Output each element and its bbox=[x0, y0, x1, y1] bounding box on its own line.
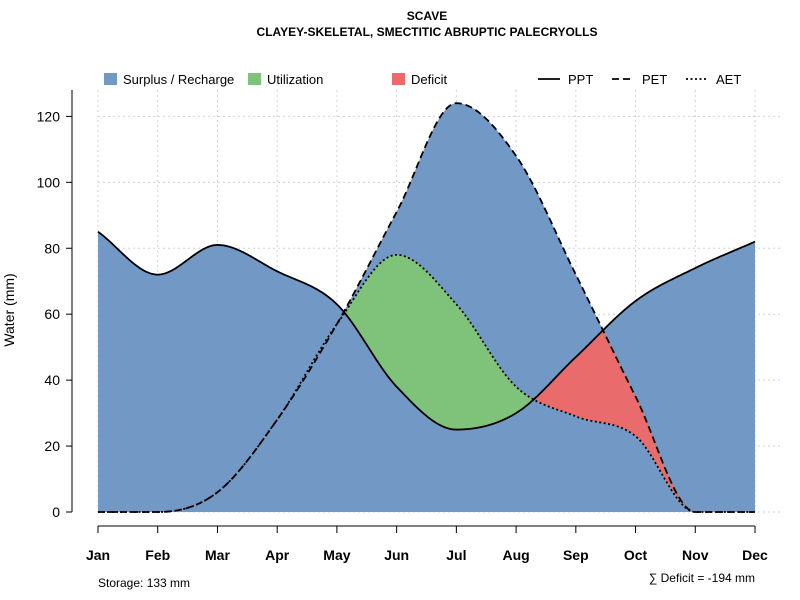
x-tick-label: Dec bbox=[742, 547, 768, 563]
legend-item-aet: AET bbox=[686, 72, 741, 87]
storage-note: Storage: 133 mm bbox=[98, 576, 190, 590]
x-tick-label: Nov bbox=[682, 547, 709, 563]
legend-swatch bbox=[104, 73, 117, 85]
legend-label: Utilization bbox=[267, 72, 323, 87]
y-tick-label: 0 bbox=[52, 504, 60, 520]
series-line-aet bbox=[98, 253, 755, 513]
legend-swatch bbox=[392, 73, 405, 85]
y-axis-label: Water (mm) bbox=[1, 273, 17, 346]
y-tick-label: 120 bbox=[37, 108, 61, 124]
deficit-note: ∑ Deficit = -194 mm bbox=[649, 571, 755, 585]
x-tick-label: Jan bbox=[86, 547, 110, 563]
legend-item-utilization: Utilization bbox=[248, 72, 323, 87]
legend-item-deficit: Deficit bbox=[392, 72, 448, 87]
x-tick-label: May bbox=[323, 547, 350, 563]
line-layer bbox=[97, 102, 756, 513]
x-tick-label: Apr bbox=[265, 547, 290, 563]
series-line-ppt bbox=[97, 231, 756, 431]
surplus-low-area bbox=[98, 313, 755, 512]
x-tick-label: Oct bbox=[624, 547, 648, 563]
x-tick-label: Feb bbox=[145, 547, 170, 563]
legend-label: Deficit bbox=[411, 72, 448, 87]
y-tick-label: 60 bbox=[44, 306, 60, 322]
series-line-pet bbox=[98, 102, 755, 513]
axes-layer: 0 20 40 60 80 100 120 Jan Feb Mar Apr May Jun Jul Aug S… bbox=[37, 90, 768, 563]
chart-subtitle: CLAYEY-SKELETAL, SMECTITIC ABRUPTIC PALE… bbox=[257, 25, 598, 39]
y-tick-label: 100 bbox=[37, 174, 61, 190]
legend-item-surplus-recharge: Surplus / Recharge bbox=[104, 72, 234, 87]
legend-swatch bbox=[248, 73, 261, 85]
x-tick-label: Mar bbox=[205, 547, 230, 563]
legend-item-ppt: PPT bbox=[538, 72, 593, 87]
y-tick-label: 40 bbox=[44, 372, 60, 388]
x-tick-label: Jun bbox=[384, 547, 409, 563]
x-tick-label: Aug bbox=[502, 547, 529, 563]
legend-item-pet: PET bbox=[612, 72, 667, 87]
legend-label: PPT bbox=[568, 72, 593, 87]
chart-title: SCAVE bbox=[407, 9, 447, 23]
legend-label: Surplus / Recharge bbox=[123, 72, 234, 87]
x-tick-label: Sep bbox=[563, 547, 589, 563]
legend: Surplus / Recharge Utilization Deficit PPT P… bbox=[104, 72, 741, 87]
area-layer bbox=[98, 103, 755, 512]
y-tick-label: 20 bbox=[44, 438, 60, 454]
x-tick-label: Jul bbox=[446, 547, 466, 563]
legend-label: PET bbox=[642, 72, 667, 87]
legend-label: AET bbox=[716, 72, 741, 87]
y-tick-label: 80 bbox=[44, 240, 60, 256]
